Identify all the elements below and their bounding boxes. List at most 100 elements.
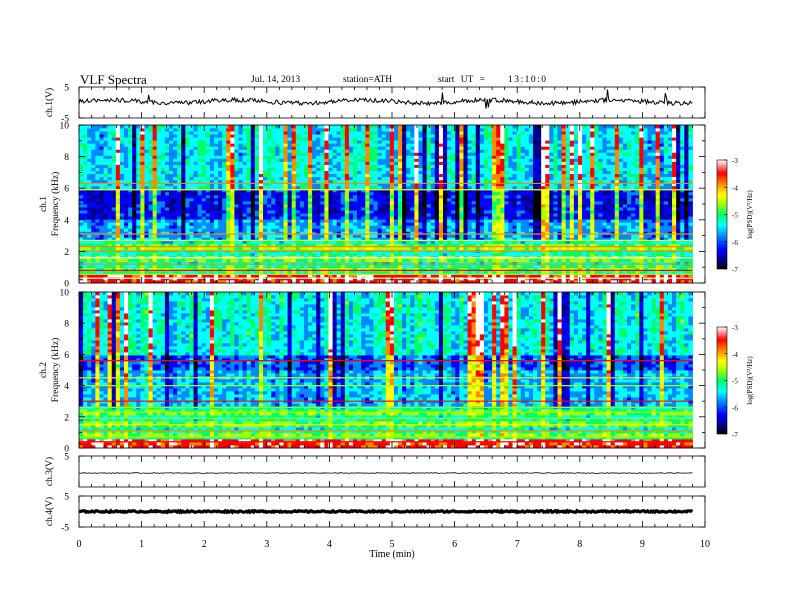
spectrogram-cell [177, 273, 182, 278]
spectrogram-cell [406, 185, 411, 190]
spectrogram-cell [357, 270, 362, 275]
spectrogram-cell [275, 219, 280, 223]
spectrogram-cell [181, 207, 186, 211]
spectrogram-cell [406, 264, 411, 269]
spectrogram-cell [438, 228, 444, 232]
spectrogram-cell [193, 191, 199, 196]
spectrogram-cell [91, 273, 96, 278]
spectrogram-cell [622, 222, 628, 226]
spectrogram-cell [667, 267, 673, 272]
spectrogram-cell [299, 200, 305, 205]
spectrogram-cell [569, 252, 575, 257]
spectrogram-cell [213, 228, 219, 232]
spectrogram-cell [222, 197, 227, 202]
spectrogram-cell [373, 197, 378, 202]
spectrogram-cell [316, 267, 321, 272]
spectrogram-cell [549, 228, 554, 232]
spectrogram-cell [336, 264, 342, 269]
spectrogram-cell [402, 264, 407, 269]
spectrogram-cell [622, 258, 628, 263]
spectrogram-cell [537, 207, 542, 211]
spectrogram-cell [430, 222, 436, 226]
spectrogram-cell [524, 243, 530, 247]
spectrogram-cell [492, 246, 497, 250]
spectrogram-cell [479, 204, 485, 208]
spectrogram-cell [83, 179, 88, 184]
spectrogram-cell [422, 273, 428, 278]
spectrogram-cell [610, 228, 616, 232]
spectrogram-cell [320, 207, 325, 211]
spectrogram-cell [344, 219, 350, 223]
spectrogram-cell [136, 188, 141, 193]
spectrogram-cell [569, 194, 575, 199]
spectrogram-cell [659, 216, 665, 220]
spectrogram-cell [148, 234, 154, 238]
spectrogram-cell [471, 191, 477, 196]
spectrogram-cell [140, 270, 145, 275]
spectrogram-cell [234, 200, 239, 205]
spectrogram-cell [688, 237, 693, 241]
spectrogram-cell [119, 204, 125, 208]
spectrogram-cell [659, 240, 665, 244]
spectrogram-cell [406, 188, 411, 193]
spectrogram-cell [201, 219, 207, 223]
spectrogram-cell [218, 270, 223, 275]
spectrogram-cell [344, 200, 350, 205]
spectrogram-cell [406, 194, 411, 199]
spectrogram-cell [659, 243, 665, 247]
spectrogram-cell [492, 267, 497, 272]
spectrogram-cell [483, 273, 489, 278]
spectrogram-cell [553, 237, 558, 241]
spectrogram-cell [434, 225, 440, 229]
spectrogram-cell [398, 204, 403, 208]
spectrogram-cell [422, 258, 428, 263]
spectrogram-cell [242, 207, 248, 211]
spectrogram-cell [299, 182, 305, 187]
spectrogram-cell [205, 194, 211, 199]
spectrogram-cell [230, 237, 235, 241]
spectrogram-cell [565, 243, 571, 247]
spectrogram-cell [385, 228, 391, 232]
spectrogram-cell [680, 225, 685, 229]
spectrogram-cell [451, 210, 456, 214]
spectrogram-cell [606, 234, 612, 238]
spectrogram-cell [680, 191, 685, 196]
spectrogram-cell [381, 207, 387, 211]
spectrogram-cell [471, 246, 477, 250]
spectrogram-cell [238, 231, 243, 235]
spectrogram-cell [467, 200, 473, 205]
spectrogram-cell [447, 210, 452, 214]
spectrogram-cell [234, 182, 239, 187]
spectrogram-cell [414, 222, 419, 226]
spectrogram-cell [230, 252, 235, 257]
spectrogram-cell [128, 246, 133, 250]
spectrogram-cell [659, 237, 665, 241]
spectrogram-cell [557, 207, 562, 211]
spectrogram-cell [463, 279, 468, 284]
spectrogram-cell [663, 234, 669, 238]
spectrogram-cell [279, 197, 284, 202]
spectrogram-cell [173, 207, 178, 211]
spectrogram-cell [287, 243, 293, 247]
spectrogram-cell [635, 213, 640, 217]
spectrogram-cell [295, 191, 301, 196]
spectrogram-cell [83, 185, 88, 190]
spectrogram-cell [569, 264, 575, 269]
spectrogram-cell [136, 234, 141, 238]
spectrogram-cell [459, 240, 464, 244]
spectrogram-cell [365, 197, 370, 202]
spectrogram-cell [316, 188, 321, 193]
spectrogram-cell [451, 213, 456, 217]
spectrogram-cell [635, 252, 640, 257]
spectrogram-cell [357, 197, 362, 202]
spectrogram-cell [213, 213, 219, 217]
spectrogram-cell [672, 216, 677, 220]
spectrogram-cell [287, 185, 293, 190]
spectrogram-cell [136, 216, 141, 220]
spectrogram-cell [688, 234, 693, 238]
spectrogram-cell [643, 258, 648, 263]
spectrogram-cell [688, 188, 693, 193]
spectrogram-cell [414, 237, 419, 241]
spectrogram-cell [312, 204, 317, 208]
spectrogram-cell [357, 182, 362, 187]
